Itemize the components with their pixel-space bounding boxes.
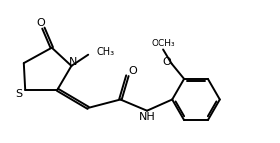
Text: S: S	[15, 89, 23, 99]
Text: O: O	[128, 66, 137, 77]
Text: NH: NH	[139, 112, 156, 122]
Text: O: O	[162, 57, 171, 67]
Text: N: N	[69, 57, 77, 67]
Text: O: O	[37, 18, 46, 28]
Text: CH₃: CH₃	[96, 47, 114, 57]
Text: OCH₃: OCH₃	[151, 39, 175, 48]
